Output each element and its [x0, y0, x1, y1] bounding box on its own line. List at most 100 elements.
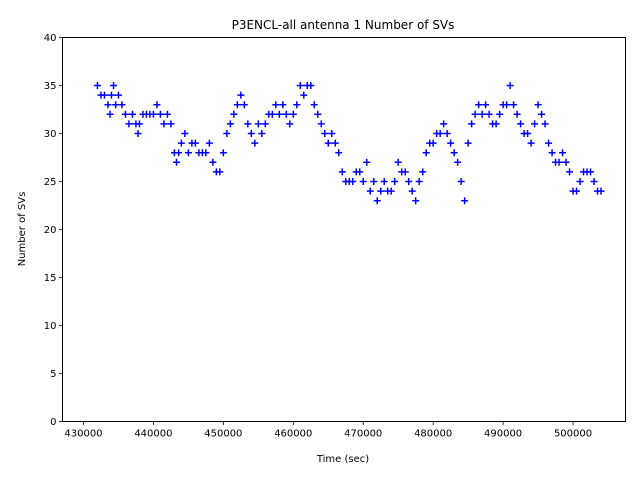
data-point: [209, 158, 217, 166]
data-point: [373, 197, 381, 205]
data-point: [482, 101, 490, 109]
data-point: [216, 168, 224, 176]
data-point: [531, 120, 539, 128]
data-point: [314, 110, 322, 118]
data-point: [566, 168, 574, 176]
data-point: [293, 101, 301, 109]
data-point: [590, 178, 598, 185]
data-point: [230, 110, 238, 118]
y-tick-label: 40: [44, 33, 57, 44]
data-point: [492, 120, 500, 128]
data-point: [475, 101, 483, 109]
data-point: [587, 168, 595, 176]
data-point: [156, 110, 164, 118]
data-point: [223, 130, 231, 137]
data-point: [289, 110, 297, 118]
y-tick-label: 35: [44, 81, 57, 92]
data-point: [191, 139, 199, 147]
x-tick-label: 460000: [274, 429, 312, 440]
data-point: [251, 139, 259, 147]
data-point: [478, 110, 486, 118]
data-point: [534, 101, 542, 109]
data-point: [112, 101, 120, 109]
data-point: [286, 120, 294, 128]
x-tick-label: 440000: [134, 429, 172, 440]
data-point: [181, 130, 189, 137]
data-point: [177, 139, 185, 147]
data-point: [394, 158, 402, 166]
data-point: [401, 168, 409, 176]
data-point: [244, 120, 252, 128]
data-point: [93, 82, 101, 89]
data-point: [125, 120, 133, 128]
data-point: [380, 178, 388, 185]
data-point: [363, 158, 371, 166]
data-point: [366, 187, 374, 195]
y-tick-label: 0: [50, 417, 56, 428]
x-axis-label: Time (sec): [316, 454, 369, 465]
data-point: [254, 120, 262, 128]
data-point: [175, 149, 183, 157]
y-tick-label: 10: [44, 321, 57, 332]
data-point: [429, 139, 437, 147]
data-point: [555, 158, 563, 166]
data-point: [496, 110, 504, 118]
data-point: [513, 110, 521, 118]
x-tick-label: 450000: [204, 429, 242, 440]
data-point: [202, 149, 210, 157]
data-point: [219, 149, 227, 157]
data-point: [415, 178, 423, 185]
data-points: [93, 82, 605, 205]
data-point: [349, 178, 357, 185]
data-point: [559, 149, 567, 157]
data-point: [548, 149, 556, 157]
data-point: [110, 82, 118, 89]
data-point: [184, 149, 192, 157]
data-point: [321, 130, 329, 137]
data-point: [538, 110, 546, 118]
data-point: [104, 101, 112, 109]
data-point: [282, 110, 290, 118]
plot-area: [62, 37, 626, 422]
y-tick-label: 30: [44, 129, 57, 140]
data-point: [240, 101, 248, 109]
data-point: [118, 101, 126, 109]
data-point: [527, 139, 535, 147]
data-point: [134, 130, 142, 137]
y-axis-label: Number of SVs: [17, 192, 28, 267]
data-point: [205, 139, 213, 147]
x-tick-label: 470000: [344, 429, 382, 440]
y-tick-label: 15: [44, 273, 57, 284]
data-point: [562, 158, 570, 166]
data-point: [237, 91, 245, 99]
x-tick-label: 430000: [64, 429, 102, 440]
data-point: [275, 110, 283, 118]
data-point: [121, 110, 129, 118]
data-point: [300, 91, 308, 99]
data-point: [172, 158, 180, 166]
data-point: [356, 168, 364, 176]
data-point: [268, 110, 276, 118]
data-point: [436, 130, 444, 137]
data-point: [443, 130, 451, 137]
data-point: [440, 120, 448, 128]
data-point: [317, 120, 325, 128]
data-point: [160, 120, 168, 128]
data-point: [100, 91, 108, 99]
data-point: [328, 130, 336, 137]
data-point: [387, 187, 395, 195]
data-point: [359, 178, 367, 185]
data-point: [391, 178, 399, 185]
y-axis: 0 5 10 15 20 25 30 35 40: [44, 33, 63, 428]
data-point: [226, 120, 234, 128]
y-tick-label: 5: [50, 369, 56, 380]
data-point: [272, 101, 280, 109]
data-point: [106, 110, 114, 118]
data-point: [457, 178, 465, 185]
x-tick-label: 500000: [554, 429, 592, 440]
data-point: [335, 149, 343, 157]
data-point: [107, 91, 115, 99]
data-point: [510, 101, 518, 109]
data-point: [331, 139, 339, 147]
